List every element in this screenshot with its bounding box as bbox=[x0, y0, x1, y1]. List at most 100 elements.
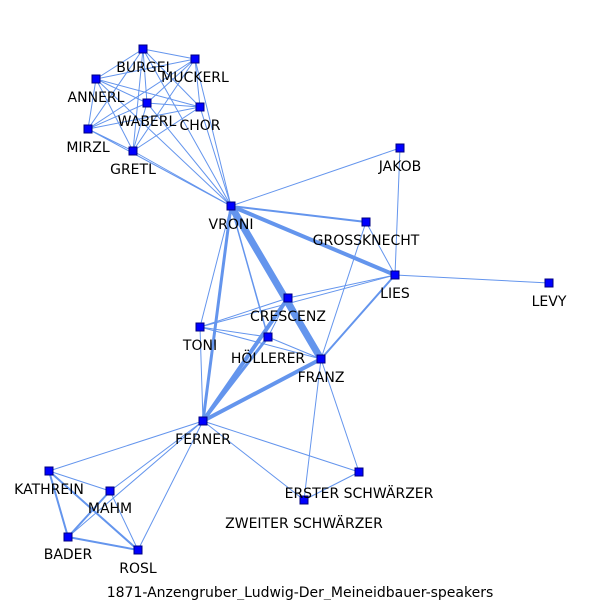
node-label-ferner: FERNER bbox=[175, 432, 231, 448]
node-label-jakob: JAKOB bbox=[378, 159, 422, 175]
edge-burgei-waberl bbox=[142, 48, 148, 104]
edge-muckerl-mirzl bbox=[87, 58, 196, 130]
edge-vroni-hollerer bbox=[230, 205, 269, 338]
node-label-kathrein: KATHREIN bbox=[14, 482, 84, 498]
graph-caption: 1871-Anzengruber_Ludwig-Der_Meineidbauer… bbox=[107, 585, 494, 600]
node-toni bbox=[195, 322, 205, 332]
node-label-rosl: ROSL bbox=[119, 561, 157, 577]
node-kathrein bbox=[44, 466, 54, 476]
node-label-zweiter: ZWEITER SCHWÄRZER bbox=[225, 514, 383, 532]
edge-ferner-kathrein bbox=[48, 420, 204, 472]
node-label-mirzl: MIRZL bbox=[66, 140, 110, 156]
node-label-grossknecht: GROSSKNECHT bbox=[313, 233, 420, 249]
edge-jakob-lies bbox=[394, 147, 401, 276]
edge-burgei-mirzl bbox=[87, 48, 144, 130]
edge-waberl-mirzl bbox=[87, 102, 148, 130]
edge-kathrein-bader bbox=[48, 470, 69, 538]
edge-annerl-chor bbox=[95, 78, 201, 108]
edge-waberl-gretl bbox=[132, 102, 148, 152]
edge-grossknecht-lies bbox=[365, 221, 396, 276]
edge-burgei-vroni bbox=[142, 48, 232, 207]
node-label-burgei: BURGEI bbox=[116, 60, 169, 76]
edge-hollerer-franz bbox=[267, 336, 322, 360]
edge-toni-hollerer bbox=[199, 326, 269, 338]
node-burgei bbox=[138, 44, 148, 54]
edge-ferner-rosl bbox=[137, 420, 204, 551]
edge-burgei-muckerl bbox=[142, 48, 196, 60]
edge-burgei-annerl bbox=[95, 48, 144, 80]
node-lies bbox=[390, 270, 400, 280]
edge-burgei-chor bbox=[142, 48, 201, 108]
edge-franz-erster bbox=[320, 358, 360, 473]
node-label-lies: LIES bbox=[380, 286, 410, 302]
node-label-annerl: ANNERL bbox=[68, 90, 125, 106]
edge-annerl-mirzl bbox=[87, 78, 97, 130]
node-label-muckerl: MUCKERL bbox=[161, 70, 229, 86]
edge-ferner-mahm bbox=[109, 420, 204, 492]
node-zweiter bbox=[299, 495, 309, 505]
edge-grossknecht-franz bbox=[320, 221, 367, 360]
node-label-gretl: GRETL bbox=[110, 162, 156, 178]
node-chor bbox=[195, 102, 205, 112]
nodes-layer bbox=[44, 44, 554, 555]
edge-lies-franz bbox=[320, 274, 396, 360]
edge-franz-ferner bbox=[201, 357, 323, 423]
node-gretl bbox=[128, 146, 138, 156]
edge-annerl-gretl bbox=[95, 78, 134, 152]
node-jakob bbox=[395, 143, 405, 153]
node-crescenz bbox=[283, 293, 293, 303]
edge-erster-zweiter bbox=[303, 471, 360, 501]
node-label-chor: CHOR bbox=[179, 118, 220, 134]
node-grossknecht bbox=[361, 217, 371, 227]
edge-ferner-erster bbox=[202, 420, 360, 473]
edge-annerl-vroni bbox=[95, 78, 232, 207]
node-label-levy: LEVY bbox=[532, 294, 567, 310]
node-erster bbox=[354, 467, 364, 477]
edge-chor-mirzl bbox=[87, 106, 201, 130]
node-muckerl bbox=[190, 54, 200, 64]
edges-layer bbox=[48, 48, 550, 551]
edge-muckerl-gretl bbox=[132, 58, 196, 152]
edge-lies-crescenz bbox=[287, 274, 396, 299]
edge-gretl-vroni bbox=[132, 150, 232, 207]
node-ferner bbox=[198, 416, 208, 426]
edge-hollerer-ferner bbox=[201, 335, 270, 423]
edge-muckerl-annerl bbox=[95, 58, 196, 80]
node-label-crescenz: CRESCENZ bbox=[250, 309, 326, 325]
edge-toni-franz bbox=[199, 326, 322, 360]
edge-kathrein-mahm bbox=[48, 470, 111, 492]
node-levy bbox=[544, 278, 554, 288]
edge-crescenz-toni bbox=[199, 297, 289, 328]
node-hollerer bbox=[263, 332, 273, 342]
node-label-erster: ERSTER SCHWÄRZER bbox=[285, 484, 434, 502]
edge-franz-zweiter bbox=[303, 358, 322, 501]
edge-burgei-gretl bbox=[132, 48, 144, 152]
node-mirzl bbox=[83, 124, 93, 134]
edge-muckerl-waberl bbox=[146, 58, 196, 104]
edge-ferner-bader bbox=[67, 420, 204, 538]
edge-ferner-zweiter bbox=[202, 420, 305, 501]
edge-toni-ferner bbox=[199, 326, 204, 422]
node-label-waberl: WABERL bbox=[118, 114, 177, 130]
edge-chor-vroni bbox=[199, 106, 232, 207]
edge-annerl-waberl bbox=[95, 78, 148, 104]
node-rosl bbox=[133, 545, 143, 555]
node-label-mahm: MAHM bbox=[88, 501, 132, 517]
edge-mahm-bader bbox=[67, 490, 111, 538]
edge-lies-toni bbox=[199, 274, 396, 328]
node-label-bader: BADER bbox=[44, 547, 93, 563]
edge-vroni-toni bbox=[199, 205, 232, 328]
edge-muckerl-chor bbox=[194, 58, 201, 108]
node-waberl bbox=[142, 98, 152, 108]
edge-vroni-ferner bbox=[201, 204, 233, 423]
node-franz bbox=[316, 354, 326, 364]
node-annerl bbox=[91, 74, 101, 84]
edge-bader-rosl bbox=[67, 536, 139, 551]
node-label-toni: TONI bbox=[182, 338, 217, 354]
node-label-hollerer: HÖLLERER bbox=[231, 349, 306, 367]
edge-muckerl-vroni bbox=[194, 58, 232, 207]
node-label-vroni: VRONI bbox=[209, 217, 254, 233]
edge-mahm-rosl bbox=[109, 490, 139, 551]
